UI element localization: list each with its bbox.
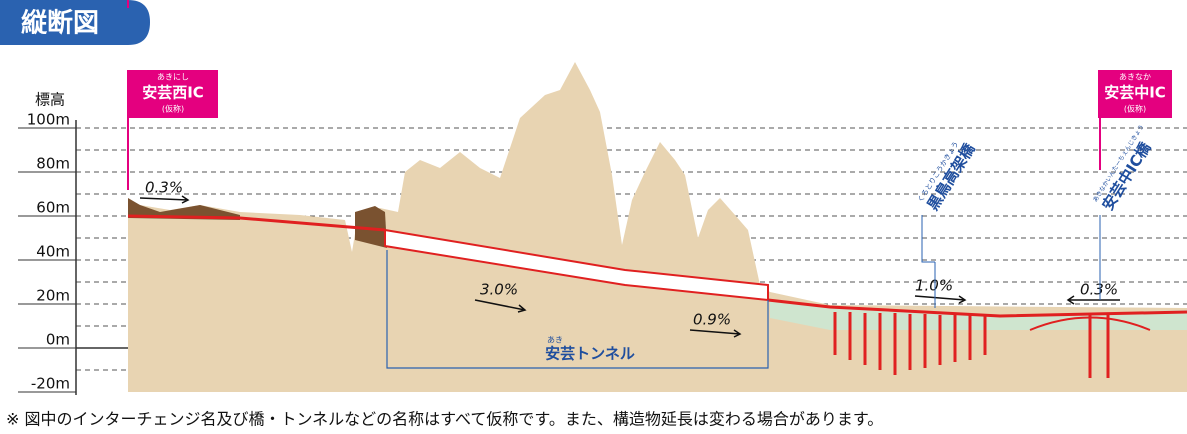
- header-tab: [0, 0, 150, 45]
- ic-ruby: あきにし: [157, 73, 189, 82]
- ticks: 100m 80m 60m 40m 20m 0m -20m: [18, 111, 76, 393]
- ic-name: 安芸中IC: [1104, 84, 1166, 102]
- ic-box: [1098, 70, 1172, 118]
- cut: [355, 206, 387, 248]
- footnote: ※ 図中のインターチェンジ名及び橋・トンネルなどの名称はすべて仮称です。また、構…: [6, 410, 883, 429]
- gradient-arrows: [139, 195, 1120, 338]
- tick-label: 20m: [36, 287, 70, 305]
- ic-ruby: あきなか: [1119, 73, 1151, 82]
- ic-note: (仮称): [162, 104, 184, 114]
- gradient-label: 0.3%: [145, 179, 183, 197]
- tick-label: 80m: [36, 155, 70, 173]
- ramp: [1029, 316, 1151, 331]
- cut: [128, 198, 240, 220]
- tick-label: -20m: [31, 375, 70, 393]
- gradient-label: 0.9%: [693, 311, 731, 329]
- ic-box: [128, 70, 218, 118]
- ic-name: 安芸西IC: [142, 84, 204, 102]
- gradient-label: 3.0%: [480, 281, 518, 299]
- tick-label: 100m: [27, 111, 70, 129]
- piers: [833, 312, 1110, 378]
- gradient-label: 1.0%: [915, 277, 953, 295]
- ic-note: (仮称): [1124, 104, 1146, 114]
- terrain: [128, 62, 1187, 392]
- tunnel-name: 安芸トンネル: [545, 345, 635, 363]
- road: [127, 214, 386, 232]
- header-title: 縦断図: [21, 8, 99, 39]
- tick-label: 40m: [36, 243, 70, 261]
- road: [767, 298, 1187, 318]
- tick-label: 60m: [36, 199, 70, 217]
- axis-label: 標高: [35, 91, 65, 109]
- bridge-leader: [921, 215, 935, 263]
- tick-label: 0m: [46, 331, 70, 349]
- tunnel-bracket: [386, 250, 769, 369]
- tunnel-ruby: あき: [547, 336, 563, 345]
- gradient-label: 0.3%: [1080, 281, 1118, 299]
